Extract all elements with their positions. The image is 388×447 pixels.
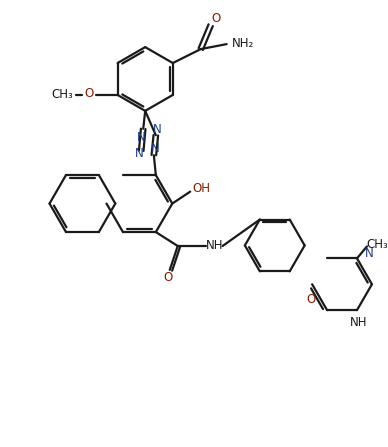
Text: O: O — [84, 88, 93, 101]
Text: O: O — [307, 292, 316, 305]
Text: NH₂: NH₂ — [232, 37, 254, 50]
Text: O: O — [163, 271, 172, 284]
Text: N: N — [135, 147, 144, 160]
Text: N: N — [151, 142, 160, 155]
Text: CH₃: CH₃ — [51, 89, 73, 101]
Text: N: N — [137, 131, 146, 144]
Text: N: N — [365, 247, 374, 260]
Text: O: O — [211, 12, 220, 25]
Text: CH₃: CH₃ — [366, 238, 388, 251]
Text: OH: OH — [192, 182, 210, 195]
Text: NH: NH — [206, 239, 223, 252]
Text: N: N — [153, 123, 162, 136]
Text: NH: NH — [350, 316, 368, 329]
